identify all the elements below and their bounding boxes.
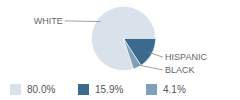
svg-text:BLACK: BLACK [165, 65, 195, 75]
html-text:4.1%: 4.1% [163, 83, 186, 95]
svg-text:WHITE: WHITE [34, 16, 63, 26]
html-text:15.9%: 15.9% [95, 83, 124, 95]
html-text:80.0%: 80.0% [27, 83, 56, 95]
svg-text:HISPANIC: HISPANIC [165, 52, 207, 62]
